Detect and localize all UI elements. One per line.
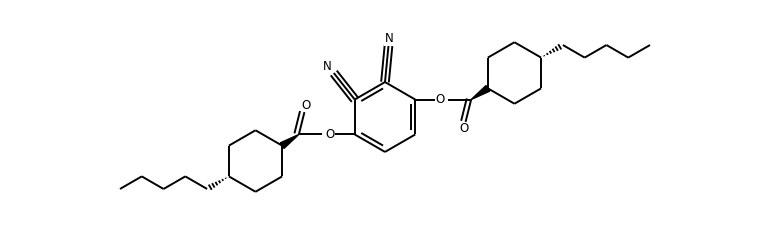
Polygon shape bbox=[280, 135, 299, 148]
Polygon shape bbox=[471, 86, 490, 99]
Text: O: O bbox=[460, 122, 469, 135]
Text: O: O bbox=[325, 128, 334, 141]
Text: N: N bbox=[385, 32, 393, 45]
Text: N: N bbox=[323, 60, 332, 73]
Text: O: O bbox=[301, 99, 310, 112]
Text: O: O bbox=[436, 93, 445, 106]
